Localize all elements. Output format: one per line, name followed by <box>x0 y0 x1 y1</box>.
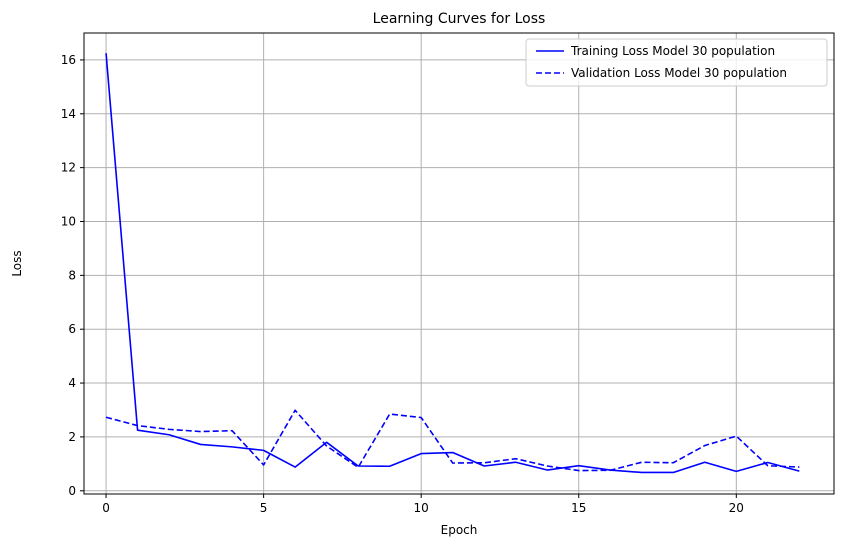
y-axis-title: Loss <box>10 250 24 276</box>
y-tick-label: 2 <box>68 430 76 444</box>
x-tick-label: 0 <box>102 501 110 515</box>
x-tick-label: 10 <box>414 501 429 515</box>
y-tick-label: 6 <box>68 322 76 336</box>
y-tick-label: 4 <box>68 376 76 390</box>
y-tick-label: 10 <box>61 214 76 228</box>
y-tick-label: 16 <box>61 53 76 67</box>
chart-title: Learning Curves for Loss <box>373 11 546 27</box>
legend-label-training: Training Loss Model 30 population <box>570 44 775 58</box>
legend-box <box>525 38 828 87</box>
x-axis-title: Epoch <box>441 523 478 537</box>
y-tick-label: 8 <box>68 268 76 282</box>
validation-loss-line <box>105 409 800 472</box>
x-tick-label: 20 <box>729 501 744 515</box>
grid <box>84 33 834 494</box>
x-tick-label: 5 <box>260 501 268 515</box>
plot-lines <box>105 53 800 474</box>
axes-frame <box>83 32 835 495</box>
y-tick-label: 0 <box>68 484 76 498</box>
legend: Training Loss Model 30 population Valida… <box>525 38 828 87</box>
training-loss-line <box>105 53 800 474</box>
y-tick-label: 14 <box>61 107 76 121</box>
x-tick-label: 15 <box>571 501 586 515</box>
y-tick-label: 12 <box>61 161 76 175</box>
ticks: 0 5 10 15 20 0 2 4 6 8 10 12 14 16 <box>61 53 744 515</box>
legend-label-validation: Validation Loss Model 30 population <box>571 66 787 80</box>
